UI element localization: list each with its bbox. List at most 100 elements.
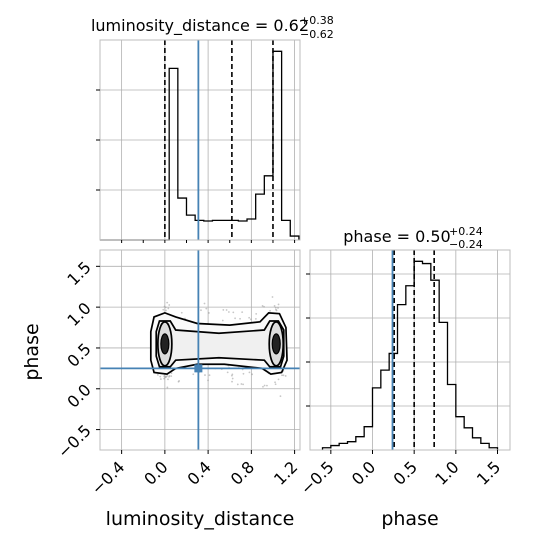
scatter-point [227, 311, 230, 313]
luminosity-distance-bin [186, 215, 195, 240]
luminosity-distance-bin [221, 220, 230, 240]
scatter-point [284, 375, 287, 377]
scatter-point [263, 305, 265, 308]
luminosity-distance-bin [178, 198, 187, 240]
scatter-point [277, 303, 280, 306]
phase-bin [481, 443, 489, 450]
luminosity-distance-bin [238, 221, 247, 240]
scatter-point [263, 384, 266, 387]
truth-marker [194, 364, 203, 373]
scatter-point [167, 307, 170, 310]
scatter-point [248, 371, 251, 374]
luminosity-distance-bin [169, 68, 178, 240]
luminosity-distance-bin [230, 220, 239, 240]
phase-x-tick-label: 1.0 [431, 457, 462, 488]
scatter-point [274, 383, 277, 386]
phase-bin [339, 443, 347, 450]
scatter-point [249, 318, 252, 321]
scatter-point [166, 375, 169, 377]
scatter-point [277, 307, 279, 309]
phase-y-tick-label: 0.5 [63, 339, 94, 370]
joint-scatter-frame [99, 249, 301, 451]
scatter-point [275, 309, 278, 312]
scatter-point [274, 306, 277, 309]
scatter-point [207, 379, 209, 382]
phase-bin [398, 305, 406, 450]
scatter-point [208, 374, 211, 377]
scatter-point [225, 309, 228, 311]
scatter-point [203, 302, 206, 305]
scatter-point [240, 383, 243, 385]
scatter-point [156, 373, 159, 376]
scatter-point [163, 375, 165, 378]
x-axis-label-phase: phase [381, 508, 438, 530]
scatter-point [205, 307, 208, 310]
density-peak-core-1 [271, 333, 281, 355]
scatter-point [221, 319, 224, 322]
y-axis-label-phase: phase [21, 323, 43, 380]
phase-title: phase = 0.50 [343, 227, 450, 246]
scatter-point [165, 309, 167, 312]
scatter-point [164, 376, 167, 379]
scatter-point [226, 371, 229, 374]
scatter-point [177, 380, 180, 383]
luminosity-distance-title: luminosity_distance = 0.62 [91, 16, 309, 36]
phase-bin [331, 446, 339, 450]
scatter-point [168, 375, 170, 378]
scatter-point [234, 317, 236, 320]
scatter-point [231, 377, 234, 380]
x-axis-label-luminosity-distance: luminosity_distance [106, 508, 295, 530]
scatter-point [281, 374, 283, 377]
scatter-point [273, 305, 276, 307]
luminosity-distance-bin [273, 51, 282, 240]
scatter-point [167, 378, 169, 381]
scatter-point [271, 296, 274, 298]
scatter-point [204, 374, 206, 376]
phase-x-tick-label: 0.5 [390, 457, 421, 488]
luminosity-distance-bin [212, 220, 221, 240]
luminosity-distance-bin [264, 176, 273, 240]
phase-bin [439, 322, 447, 450]
luminosity-distance-title-text: luminosity_distance = 0.62 [91, 16, 309, 36]
scatter-point [159, 375, 162, 378]
scatter-point [208, 312, 210, 314]
phase-title-text: phase = 0.50 [343, 227, 450, 246]
scatter-point [236, 383, 239, 386]
phase-bin [448, 385, 456, 450]
phase-bin [414, 261, 422, 450]
scatter-point [248, 316, 251, 319]
luminosity-distance-x-tick-label: 0.0 [140, 457, 171, 488]
scatter-point [241, 311, 244, 314]
scatter-point [277, 378, 280, 381]
scatter-point [164, 306, 167, 309]
luminosity-distance-histogram-panel: luminosity_distance = 0.62 +0.38 −0.62 [91, 14, 334, 243]
contour-middle [155, 320, 285, 368]
phase-bin [381, 370, 389, 450]
phase-title-lower: −0.24 [449, 238, 483, 251]
luminosity-distance-x-tick-label: 0.8 [227, 457, 258, 488]
phase-histogram-panel: phase = 0.50 +0.24 −0.24 −0.5 0.0 0.5 1.0 1.… [297, 225, 511, 498]
scatter-point [274, 381, 276, 384]
luminosity-distance-x-tick-label: −0.4 [88, 457, 129, 498]
phase-histogram-outline [321, 260, 499, 450]
phase-y-tick-label: 1.0 [63, 299, 94, 330]
scatter-point [231, 373, 234, 376]
scatter-point [170, 372, 173, 375]
scatter-point [222, 309, 225, 311]
luminosity-distance-title-lower: −0.62 [300, 28, 334, 41]
scatter-point [200, 309, 202, 312]
phase-bin [356, 437, 364, 450]
phase-title-upper: +0.24 [449, 225, 483, 238]
scatter-point [170, 375, 173, 378]
scatter-point [239, 317, 241, 320]
phase-bin [364, 427, 372, 450]
scatter-point [163, 305, 166, 308]
scatter-point [262, 385, 264, 388]
scatter-point [255, 312, 258, 315]
scatter-point [242, 372, 245, 375]
phase-y-tick-label: −0.5 [54, 421, 95, 462]
scatter-point [279, 395, 282, 398]
luminosity-distance-title-upper: +0.38 [300, 14, 334, 27]
scatter-point [168, 304, 171, 306]
